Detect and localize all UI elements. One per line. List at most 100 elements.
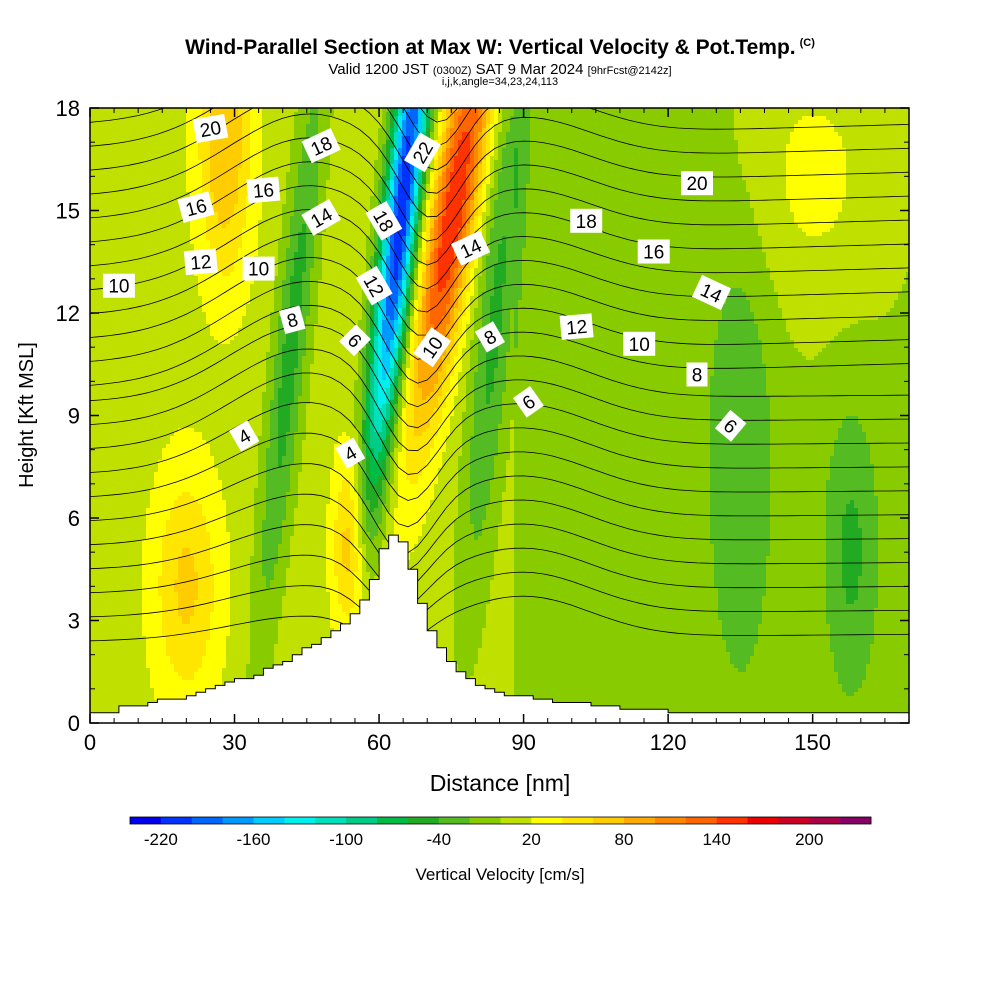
velocity-cell bbox=[630, 200, 635, 205]
velocity-cell bbox=[406, 124, 411, 129]
velocity-cell bbox=[654, 156, 659, 161]
velocity-cell bbox=[738, 124, 743, 129]
velocity-cell bbox=[838, 176, 843, 181]
velocity-cell bbox=[742, 116, 747, 121]
velocity-cell bbox=[114, 144, 119, 149]
velocity-cell bbox=[250, 144, 255, 149]
velocity-cell bbox=[886, 176, 891, 181]
velocity-cell bbox=[506, 172, 511, 177]
velocity-cell bbox=[166, 188, 171, 193]
velocity-cell bbox=[870, 148, 875, 153]
velocity-cell bbox=[546, 176, 551, 181]
velocity-cell bbox=[158, 124, 163, 129]
velocity-cell bbox=[366, 124, 371, 129]
velocity-cell bbox=[618, 196, 623, 201]
velocity-cell bbox=[874, 144, 879, 149]
velocity-cell bbox=[738, 140, 743, 145]
velocity-cell bbox=[790, 116, 795, 121]
velocity-cell bbox=[854, 168, 859, 173]
velocity-cell bbox=[622, 124, 627, 129]
velocity-cell bbox=[130, 204, 135, 209]
velocity-cell bbox=[174, 156, 179, 161]
velocity-cell bbox=[638, 128, 643, 133]
velocity-cell bbox=[778, 200, 783, 205]
velocity-cell bbox=[698, 112, 703, 117]
velocity-cell bbox=[538, 152, 543, 157]
velocity-cell bbox=[870, 200, 875, 205]
velocity-cell bbox=[394, 128, 399, 133]
velocity-cell bbox=[806, 188, 811, 193]
velocity-cell bbox=[626, 200, 631, 205]
velocity-cell bbox=[694, 112, 699, 117]
velocity-cell bbox=[706, 124, 711, 129]
velocity-cell bbox=[182, 180, 187, 185]
velocity-cell bbox=[354, 144, 359, 149]
velocity-cell bbox=[822, 176, 827, 181]
velocity-cell bbox=[214, 196, 219, 201]
velocity-cell bbox=[778, 132, 783, 137]
velocity-cell bbox=[490, 160, 495, 165]
velocity-cell bbox=[494, 176, 499, 181]
velocity-cell bbox=[130, 200, 135, 205]
velocity-cell bbox=[886, 140, 891, 145]
velocity-cell bbox=[350, 200, 355, 205]
velocity-cell bbox=[802, 180, 807, 185]
velocity-cell bbox=[746, 196, 751, 201]
velocity-cell bbox=[478, 172, 483, 177]
velocity-cell bbox=[322, 172, 327, 177]
velocity-cell bbox=[878, 120, 883, 125]
velocity-cell bbox=[778, 192, 783, 197]
velocity-cell bbox=[534, 168, 539, 173]
velocity-cell bbox=[694, 148, 699, 153]
velocity-cell bbox=[418, 120, 423, 125]
velocity-cell bbox=[222, 188, 227, 193]
velocity-cell bbox=[690, 124, 695, 129]
velocity-cell bbox=[214, 172, 219, 177]
velocity-cell bbox=[566, 164, 571, 169]
velocity-cell bbox=[250, 116, 255, 121]
velocity-cell bbox=[542, 184, 547, 189]
velocity-cell bbox=[114, 192, 119, 197]
velocity-cell bbox=[862, 128, 867, 133]
velocity-cell bbox=[514, 152, 519, 157]
velocity-cell bbox=[810, 132, 815, 137]
velocity-cell bbox=[398, 200, 403, 205]
velocity-cell bbox=[578, 136, 583, 141]
velocity-cell bbox=[602, 140, 607, 145]
velocity-cell bbox=[278, 128, 283, 133]
velocity-cell bbox=[554, 176, 559, 181]
velocity-cell bbox=[682, 136, 687, 141]
velocity-cell bbox=[150, 168, 155, 173]
velocity-cell bbox=[286, 200, 291, 205]
velocity-cell bbox=[790, 192, 795, 197]
velocity-cell bbox=[130, 176, 135, 181]
velocity-cell bbox=[582, 184, 587, 189]
velocity-cell bbox=[842, 188, 847, 193]
velocity-cell bbox=[806, 196, 811, 201]
velocity-cell bbox=[766, 168, 771, 173]
velocity-cell bbox=[438, 136, 443, 141]
velocity-cell bbox=[262, 160, 267, 165]
velocity-cell bbox=[722, 168, 727, 173]
velocity-cell bbox=[578, 132, 583, 137]
velocity-cell bbox=[582, 164, 587, 169]
velocity-cell bbox=[434, 184, 439, 189]
velocity-cell bbox=[242, 168, 247, 173]
velocity-cell bbox=[818, 160, 823, 165]
velocity-cell bbox=[446, 176, 451, 181]
velocity-cell bbox=[482, 192, 487, 197]
velocity-cell bbox=[294, 180, 299, 185]
velocity-cell bbox=[142, 196, 147, 201]
velocity-cell bbox=[894, 120, 899, 125]
velocity-cell bbox=[122, 148, 127, 153]
velocity-cell bbox=[358, 164, 363, 169]
velocity-cell bbox=[150, 140, 155, 145]
velocity-cell bbox=[454, 184, 459, 189]
velocity-cell bbox=[814, 192, 819, 197]
velocity-cell bbox=[118, 180, 123, 185]
velocity-cell bbox=[534, 172, 539, 177]
velocity-cell bbox=[798, 152, 803, 157]
velocity-cell bbox=[234, 184, 239, 189]
velocity-cell bbox=[634, 136, 639, 141]
velocity-cell bbox=[278, 152, 283, 157]
